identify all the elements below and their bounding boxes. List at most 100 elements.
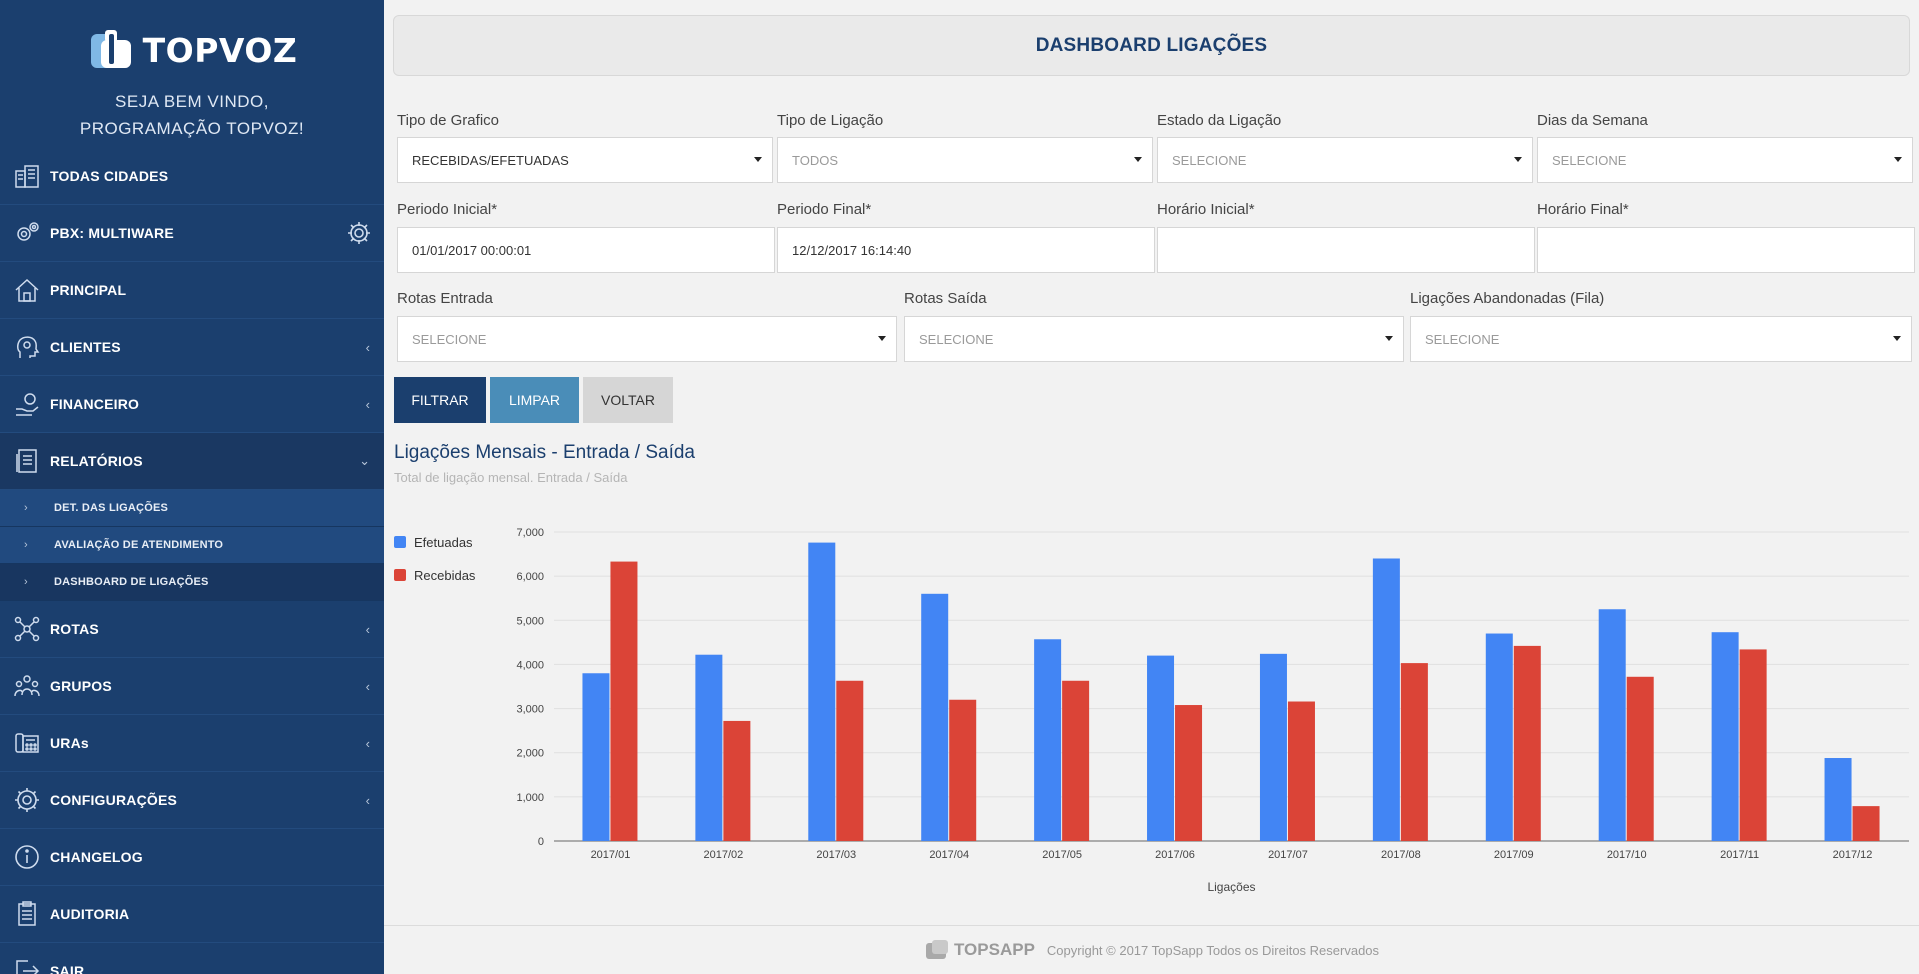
bar-recebidas-2017/03 xyxy=(836,680,864,841)
sidebar-subitem-det-ligacoes[interactable]: › DET. DAS LIGAÇÕES xyxy=(0,490,384,527)
chart-title: Ligações Mensais - Entrada / Saída xyxy=(394,442,696,463)
estado-ligacao-label: Estado da Ligação xyxy=(1157,112,1282,129)
horario-final-input[interactable] xyxy=(1537,227,1915,273)
phone-icon xyxy=(14,730,40,756)
sidebar-item-rotas[interactable]: ROTAS ‹ xyxy=(0,601,384,658)
tipo-grafico-select[interactable]: RECEBIDAS/EFETUADAS xyxy=(397,137,773,183)
welcome-line-2: PROGRAMAÇÃO TOPVOZ! xyxy=(79,119,305,138)
sidebar-subitem-label: DET. DAS LIGAÇÕES xyxy=(54,502,169,514)
page-header: DASHBOARD LIGAÇÕES xyxy=(393,15,1910,76)
voltar-button[interactable]: VOLTAR xyxy=(583,377,673,423)
sidebar-item-financeiro[interactable]: FINANCEIRO ‹ xyxy=(0,376,384,433)
x-tick-label: 2017/01 xyxy=(591,849,631,861)
x-tick-label: 2017/10 xyxy=(1607,849,1647,861)
sidebar-item-relatorios[interactable]: RELATÓRIOS ⌄ xyxy=(0,433,384,490)
footer-copyright: Copyright © 2017 TopSapp Todos os Direit… xyxy=(1046,942,1380,958)
sidebar-item-label: GRUPOS xyxy=(50,678,112,694)
sidebar-item-clientes[interactable]: CLIENTES ‹ xyxy=(0,319,384,376)
welcome-line-1: SEJA BEM VINDO, xyxy=(115,92,269,111)
topsapp-logo-icon xyxy=(925,940,948,959)
sidebar-item-uras[interactable]: URAs ‹ xyxy=(0,715,384,772)
periodo-inicial-input[interactable]: 01/01/2017 00:00:01 xyxy=(397,227,775,273)
footer-brand: TOPSAPP xyxy=(924,939,1035,961)
dropdown-caret-icon xyxy=(1385,336,1393,341)
x-tick-label: 2017/07 xyxy=(1268,849,1308,861)
estado-ligacao-select[interactable]: SELECIONE xyxy=(1157,137,1533,183)
info-icon xyxy=(14,844,40,870)
legend-swatch xyxy=(394,536,406,548)
legend-swatch xyxy=(394,569,406,581)
sidebar-subitem-avaliacao[interactable]: › AVALIAÇÃO DE ATENDIMENTO xyxy=(0,527,384,564)
sidebar-item-label: URAs xyxy=(50,735,89,751)
tipo-grafico-value: RECEBIDAS/EFETUADAS xyxy=(412,152,569,168)
y-tick-label: 7,000 xyxy=(516,527,544,539)
report-icon xyxy=(14,448,40,474)
horario-inicial-label: Horário Inicial* xyxy=(1157,201,1255,218)
sidebar-item-grupos[interactable]: GRUPOS ‹ xyxy=(0,658,384,715)
periodo-final-label: Periodo Final* xyxy=(777,201,872,218)
periodo-final-value: 12/12/2017 16:14:40 xyxy=(792,242,912,258)
limpar-button[interactable]: LIMPAR xyxy=(490,377,579,423)
logo[interactable]: TOPVOZ xyxy=(0,22,384,78)
y-tick-label: 6,000 xyxy=(516,571,544,583)
periodo-final-input[interactable]: 12/12/2017 16:14:40 xyxy=(777,227,1155,273)
sidebar-item-configuracoes[interactable]: CONFIGURAÇÕES ‹ xyxy=(0,772,384,829)
tipo-ligacao-select[interactable]: TODOS xyxy=(777,137,1153,183)
dropdown-caret-icon xyxy=(1514,157,1522,162)
sidebar-item-label: FINANCEIRO xyxy=(50,396,140,412)
rotas-entrada-label: Rotas Entrada xyxy=(397,290,493,307)
bar-efetuadas-2017/10 xyxy=(1598,609,1626,841)
sidebar-subitem-label: AVALIAÇÃO DE ATENDIMENTO xyxy=(54,539,224,551)
sidebar-item-sair[interactable]: SAIR xyxy=(0,943,384,974)
bar-recebidas-2017/02 xyxy=(723,720,751,841)
sidebar-item-label: RELATÓRIOS xyxy=(50,453,143,469)
periodo-inicial-value: 01/01/2017 00:00:01 xyxy=(412,242,532,258)
sidebar-subitem-dashboard[interactable]: › DASHBOARD DE LIGAÇÕES xyxy=(0,564,384,601)
x-tick-label: 2017/12 xyxy=(1833,849,1873,861)
dias-semana-select[interactable]: SELECIONE xyxy=(1537,137,1913,183)
user-head-icon xyxy=(14,334,40,360)
pbx-settings-gear-icon[interactable] xyxy=(346,220,372,246)
group-icon xyxy=(14,673,40,699)
rotas-saida-select[interactable]: SELECIONE xyxy=(904,316,1404,362)
sidebar-item-todas-cidades[interactable]: TODAS CIDADES xyxy=(0,148,384,205)
sidebar-item-label: PRINCIPAL xyxy=(50,282,127,298)
bar-efetuadas-2017/07 xyxy=(1259,653,1287,841)
y-tick-label: 0 xyxy=(538,836,544,848)
y-tick-label: 3,000 xyxy=(516,704,544,716)
bar-recebidas-2017/07 xyxy=(1287,701,1315,841)
estado-ligacao-value: SELECIONE xyxy=(1172,152,1247,168)
sidebar-item-principal[interactable]: PRINCIPAL xyxy=(0,262,384,319)
bar-efetuadas-2017/12 xyxy=(1824,758,1852,841)
x-tick-label: 2017/11 xyxy=(1720,849,1759,861)
legend-label: Efetuadas xyxy=(414,535,473,550)
rotas-saida-value: SELECIONE xyxy=(919,331,994,347)
x-tick-label: 2017/08 xyxy=(1381,849,1421,861)
sidebar-item-pbx[interactable]: PBX: MULTIWARE xyxy=(0,205,384,262)
bar-recebidas-2017/04 xyxy=(949,699,977,841)
rotas-entrada-select[interactable]: SELECIONE xyxy=(397,316,897,362)
bar-efetuadas-2017/11 xyxy=(1711,632,1739,841)
horario-inicial-input[interactable] xyxy=(1157,227,1535,273)
x-axis-label: Ligações xyxy=(1207,880,1255,894)
filtrar-button[interactable]: FILTRAR xyxy=(394,377,486,423)
chevron-right-icon: › xyxy=(24,502,28,514)
dropdown-caret-icon xyxy=(1134,157,1142,162)
page-title: DASHBOARD LIGAÇÕES xyxy=(1035,34,1268,56)
sidebar-item-label: SAIR xyxy=(50,963,85,974)
brand-area: TOPVOZ SEJA BEM VINDO, PROGRAMAÇÃO TOPVO… xyxy=(0,0,384,148)
tipo-ligacao-label: Tipo de Ligação xyxy=(777,112,884,129)
bar-recebidas-2017/06 xyxy=(1175,705,1203,841)
sidebar-item-changelog[interactable]: CHANGELOG xyxy=(0,829,384,886)
horario-final-label: Horário Final* xyxy=(1537,201,1629,218)
footer-brand-name: TOPSAPP xyxy=(953,940,1035,959)
dropdown-caret-icon xyxy=(1894,157,1902,162)
sidebar-item-auditoria[interactable]: AUDITORIA xyxy=(0,886,384,943)
x-tick-label: 2017/05 xyxy=(1042,849,1082,861)
abandonadas-label: Ligações Abandonadas (Fila) xyxy=(1410,290,1605,307)
abandonadas-select[interactable]: SELECIONE xyxy=(1410,316,1912,362)
dropdown-caret-icon xyxy=(754,157,762,162)
chevron-left-icon: ‹ xyxy=(365,735,370,751)
clipboard-icon xyxy=(14,901,40,927)
home-icon xyxy=(14,277,40,303)
